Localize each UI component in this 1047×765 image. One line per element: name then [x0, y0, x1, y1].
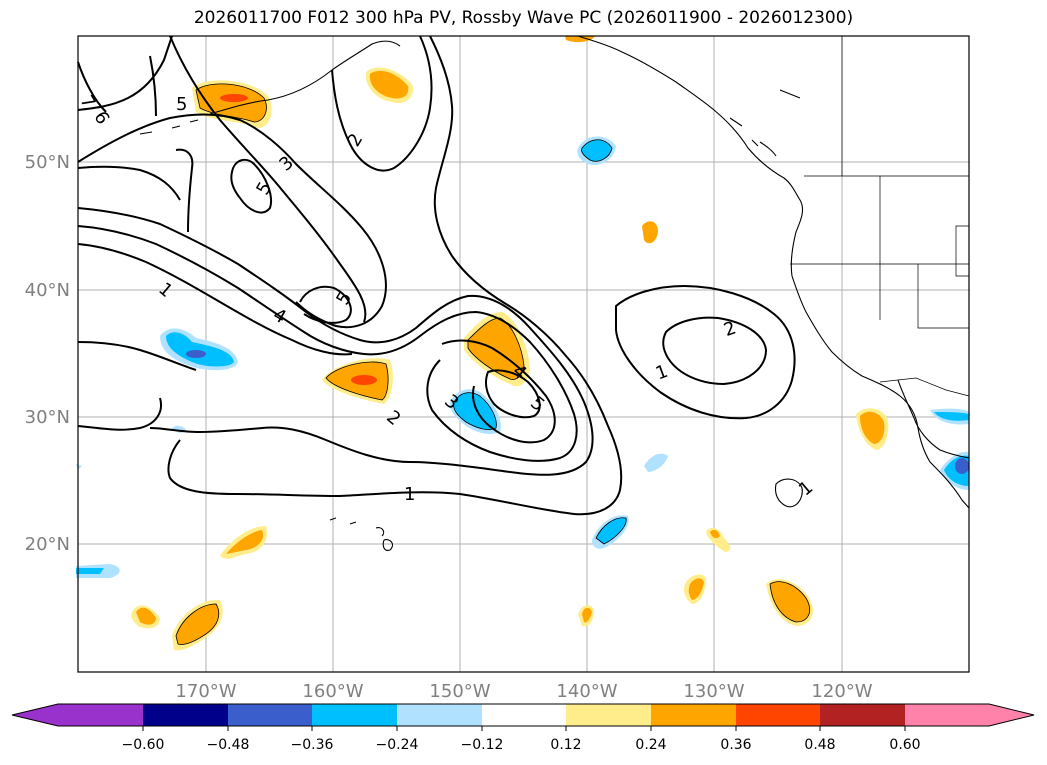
aleutian-islands [139, 119, 199, 135]
colorbar-bin [736, 704, 820, 726]
negative-anomaly [644, 453, 668, 472]
map-frame [77, 35, 970, 673]
positive-anomaly [710, 529, 720, 539]
latitude-labels: 50°N 40°N 30°N 20°N [25, 152, 70, 555]
positive-anomaly [582, 607, 592, 623]
positive-anomaly [226, 530, 264, 554]
negative-anomaly [76, 568, 104, 574]
colorbar-tick-label: 0.12 [550, 737, 581, 753]
map-title: 2026011700 F012 300 hPa PV, Rossby Wave … [193, 8, 854, 28]
lon-label: 140°W [556, 681, 617, 702]
colorbar-extend-high [989, 704, 1034, 726]
colorbar-ticks: −0.60 −0.48 −0.36 −0.24 −0.12 0.12 0.24 … [122, 726, 921, 753]
positive-anomaly [369, 70, 409, 99]
positive-anomaly [860, 411, 885, 444]
contour-5-north [230, 158, 272, 214]
colorbar-tick-label: 0.48 [804, 737, 835, 753]
contour-label: 1 [404, 484, 415, 505]
lon-label: 130°W [683, 681, 744, 702]
colorbar-bin [482, 704, 566, 726]
negative-anomaly-core [186, 350, 206, 358]
colorbar-tick-label: −0.24 [376, 737, 419, 753]
contour-island [774, 478, 803, 508]
colorbar-tick-label: 0.60 [889, 737, 920, 753]
positive-anomaly [770, 581, 810, 622]
us-mexico-border [879, 377, 970, 397]
contour-4-northwest [175, 148, 194, 233]
contour-label: 5 [176, 94, 187, 115]
positive-anomaly [688, 578, 704, 600]
lon-label: 120°W [811, 681, 872, 702]
baja-gulf-coast [897, 379, 970, 459]
lat-label: 30°N [25, 407, 70, 428]
political-borders [790, 36, 970, 397]
contour-6 [77, 35, 173, 111]
positive-anomaly-core [351, 375, 377, 385]
contour-3 [77, 113, 387, 329]
contour-1 [167, 35, 623, 516]
colorbar-tick-label: −0.36 [291, 737, 334, 753]
negative-anomaly-core [955, 458, 969, 474]
positive-anomaly [136, 607, 156, 625]
colorbar-tick-label: 0.36 [720, 737, 751, 753]
contour-2 [77, 207, 594, 476]
lon-label: 160°W [302, 681, 363, 702]
contour-3-north [169, 35, 367, 323]
colorbar-outline [11, 703, 1035, 727]
contour-2-east [662, 316, 768, 386]
colorbar-bin [397, 704, 482, 726]
coastal-islands [729, 89, 801, 157]
contour-5-west [77, 165, 181, 201]
negative-anomaly [166, 332, 234, 367]
coastlines [139, 35, 970, 551]
longitude-labels: 170°W 160°W 150°W 140°W 130°W 120°W [175, 681, 872, 702]
colorbar-tick-label: −0.60 [122, 737, 165, 753]
contour-5-northwest [149, 55, 157, 117]
lat-label: 20°N [25, 534, 70, 555]
state-borders [790, 176, 969, 329]
contour-5 [485, 369, 541, 419]
lat-label: 40°N [25, 280, 70, 301]
colorbar-bin [820, 704, 905, 726]
colorbar-extend-low [12, 704, 58, 726]
colorbar [11, 703, 1035, 727]
positive-anomaly-core [220, 94, 248, 102]
negative-anomaly [934, 412, 969, 421]
contour-1-west [77, 341, 197, 371]
lat-label: 50°N [25, 152, 70, 173]
contour-2-north [331, 35, 433, 172]
colorbar-bin [143, 704, 228, 726]
lon-label: 150°W [429, 681, 490, 702]
negative-anomaly [596, 517, 627, 544]
positive-anomaly [468, 318, 524, 380]
hawaiian-islands [329, 517, 393, 551]
colorbar-tick-label: −0.12 [461, 737, 504, 753]
negative-anomaly [581, 139, 612, 162]
contour-4-west [77, 243, 353, 356]
colorbar-tick-label: 0.24 [635, 737, 666, 753]
colorbar-bin [228, 704, 312, 726]
colorbar-tick-label: −0.48 [207, 737, 250, 753]
colorbar-bin [58, 704, 143, 726]
north-america-coast [577, 35, 970, 509]
colorbar-bin [905, 704, 989, 726]
contour-3b [77, 225, 578, 462]
contour-1-west-b [77, 397, 162, 431]
positive-anomaly [565, 36, 595, 43]
contour-4 [441, 339, 556, 444]
positive-anomaly [176, 604, 219, 645]
contour-1-east [615, 284, 796, 420]
contour-7 [77, 61, 107, 113]
colorbar-bin [312, 704, 397, 726]
lon-label: 170°W [175, 681, 236, 702]
colorbar-bin [566, 704, 651, 726]
pv-contours [77, 35, 796, 516]
positive-anomaly [642, 221, 658, 244]
colorbar-bin [651, 704, 736, 726]
contour-5-mid [299, 285, 352, 324]
